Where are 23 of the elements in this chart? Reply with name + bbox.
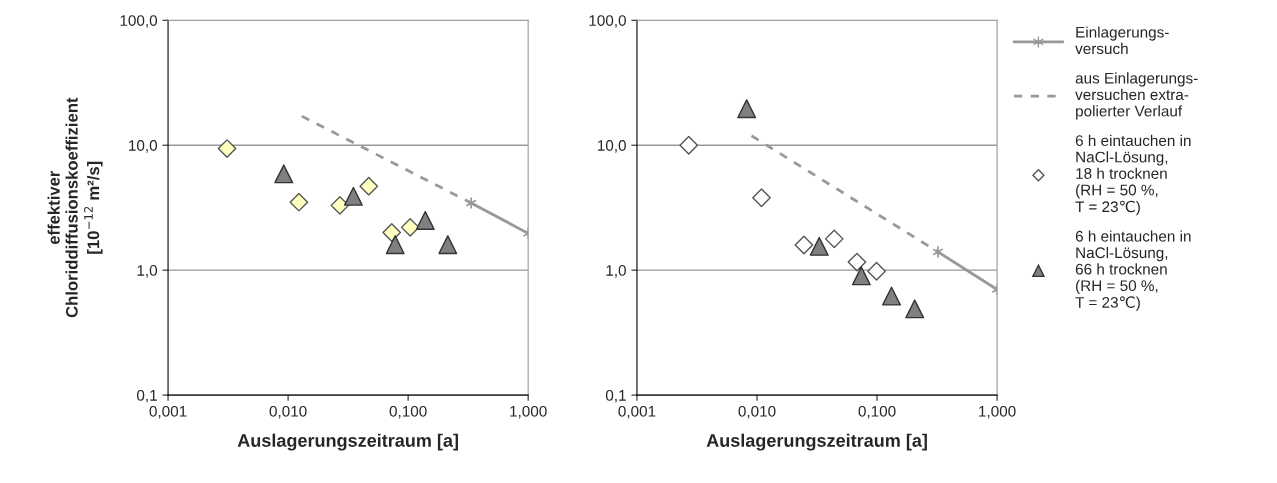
x-tick-label: 0,010 — [269, 405, 307, 419]
y-tick-label: 10,0 — [129, 140, 158, 153]
x-tick-label: 0,100 — [389, 405, 427, 419]
y-tick-label: 0,1 — [605, 389, 626, 403]
legend-label: Einlagerungs- versuch — [1075, 26, 1169, 55]
y-axis-title: effektiver Chloriddiffusionskoeffizient [10$^{−12}$ m²/s] — [47, 97, 103, 318]
x-tick-label: 0,010 — [738, 405, 776, 419]
x-axis-title: Auslagerungszeitraum [a] — [237, 433, 458, 451]
y-tick-label: 1,0 — [606, 265, 626, 278]
y-tick-label: 0,1 — [137, 389, 157, 403]
x-tick-label: 1,000 — [510, 405, 547, 419]
x-tick-label: 1,000 — [979, 405, 1016, 419]
x-tick-label: 0,001 — [618, 405, 656, 419]
legend-label: 6 h eintauchen in NaCl-Lösung, 18 h trocknen (RH = 50 %, T = 23℃) — [1075, 134, 1191, 216]
x-tick-label: 0,100 — [858, 405, 896, 419]
y-tick-label: 1,0 — [137, 265, 158, 278]
x-tick-label: 0,001 — [149, 405, 187, 419]
legend-label: 6 h eintauchen in NaCl-Lösung, 66 h trocknen (RH = 50 %, T = 23℃) — [1075, 230, 1191, 311]
y-tick-label: 10,0 — [597, 140, 626, 153]
y-tick-label: 100,0 — [589, 15, 626, 28]
legend-label: aus Einlagerungs- versuchen extra- polierter Verlauf — [1075, 72, 1198, 120]
x-axis-title: Auslagerungszeitraum [a] — [706, 433, 927, 451]
y-tick-label: 100,0 — [120, 15, 158, 28]
